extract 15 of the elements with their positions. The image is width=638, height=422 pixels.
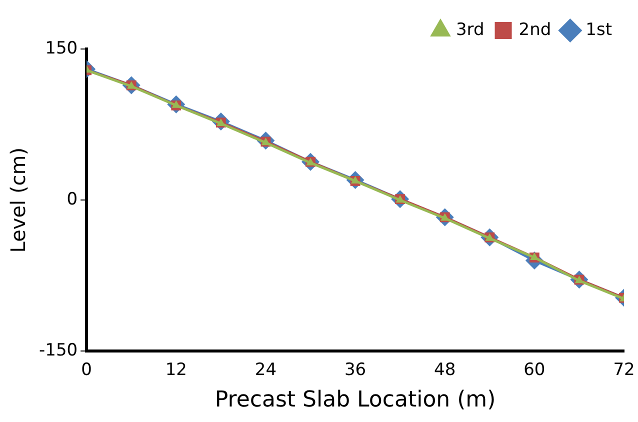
y-axis-title: Level (cm)	[6, 147, 30, 253]
legend-label: 2nd	[518, 20, 552, 40]
x-tick-label: 12	[165, 360, 187, 380]
x-axis-title: Precast Slab Location (m)	[214, 388, 496, 413]
x-tick-label: 36	[344, 360, 366, 380]
y-tick-label: 150	[45, 38, 78, 58]
x-tick-label: 48	[434, 360, 456, 380]
legend-label: 1st	[586, 20, 612, 40]
x-tick-label: 60	[524, 360, 546, 380]
y-tick-label: 0	[66, 190, 78, 210]
x-tick-label: 72	[613, 360, 635, 380]
y-tick-label: -150	[38, 340, 78, 361]
x-tick-label: 24	[254, 360, 277, 380]
x-tick-label: 0	[81, 360, 92, 380]
legend-label: 3rd	[456, 20, 484, 40]
